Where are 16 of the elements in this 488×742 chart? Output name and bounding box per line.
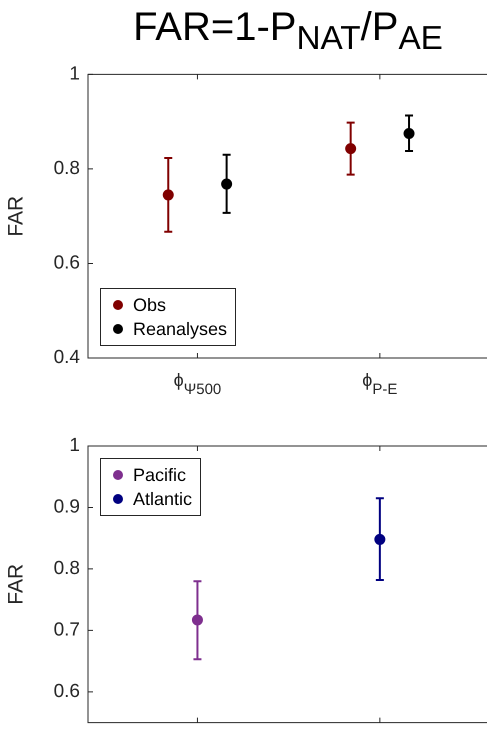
y-axis-title: FAR [4,564,28,605]
y-tick-label: 0.7 [54,620,80,641]
y-tick-label: 0.8 [54,558,80,580]
chart-title: FAR=1-P$_{NAT}$/P$_{AE}$ [132,4,444,57]
legend-label: Obs [133,294,166,317]
legend-label: Pacific [133,464,186,487]
y-tick-label: 1 [69,435,80,456]
y-tick-label: 1 [69,64,80,85]
y-tick-label: 0.8 [54,158,80,180]
y-tick-label: 0.6 [54,681,80,702]
y-axis-title: FAR [4,196,28,237]
y-tick-label: 0.4 [54,347,80,368]
legend-label: Atlantic [133,488,192,511]
y-tick-label: 0.9 [54,496,80,518]
legend-label: Reanalyses [133,318,228,341]
y-tick-label: 0.6 [54,252,80,274]
